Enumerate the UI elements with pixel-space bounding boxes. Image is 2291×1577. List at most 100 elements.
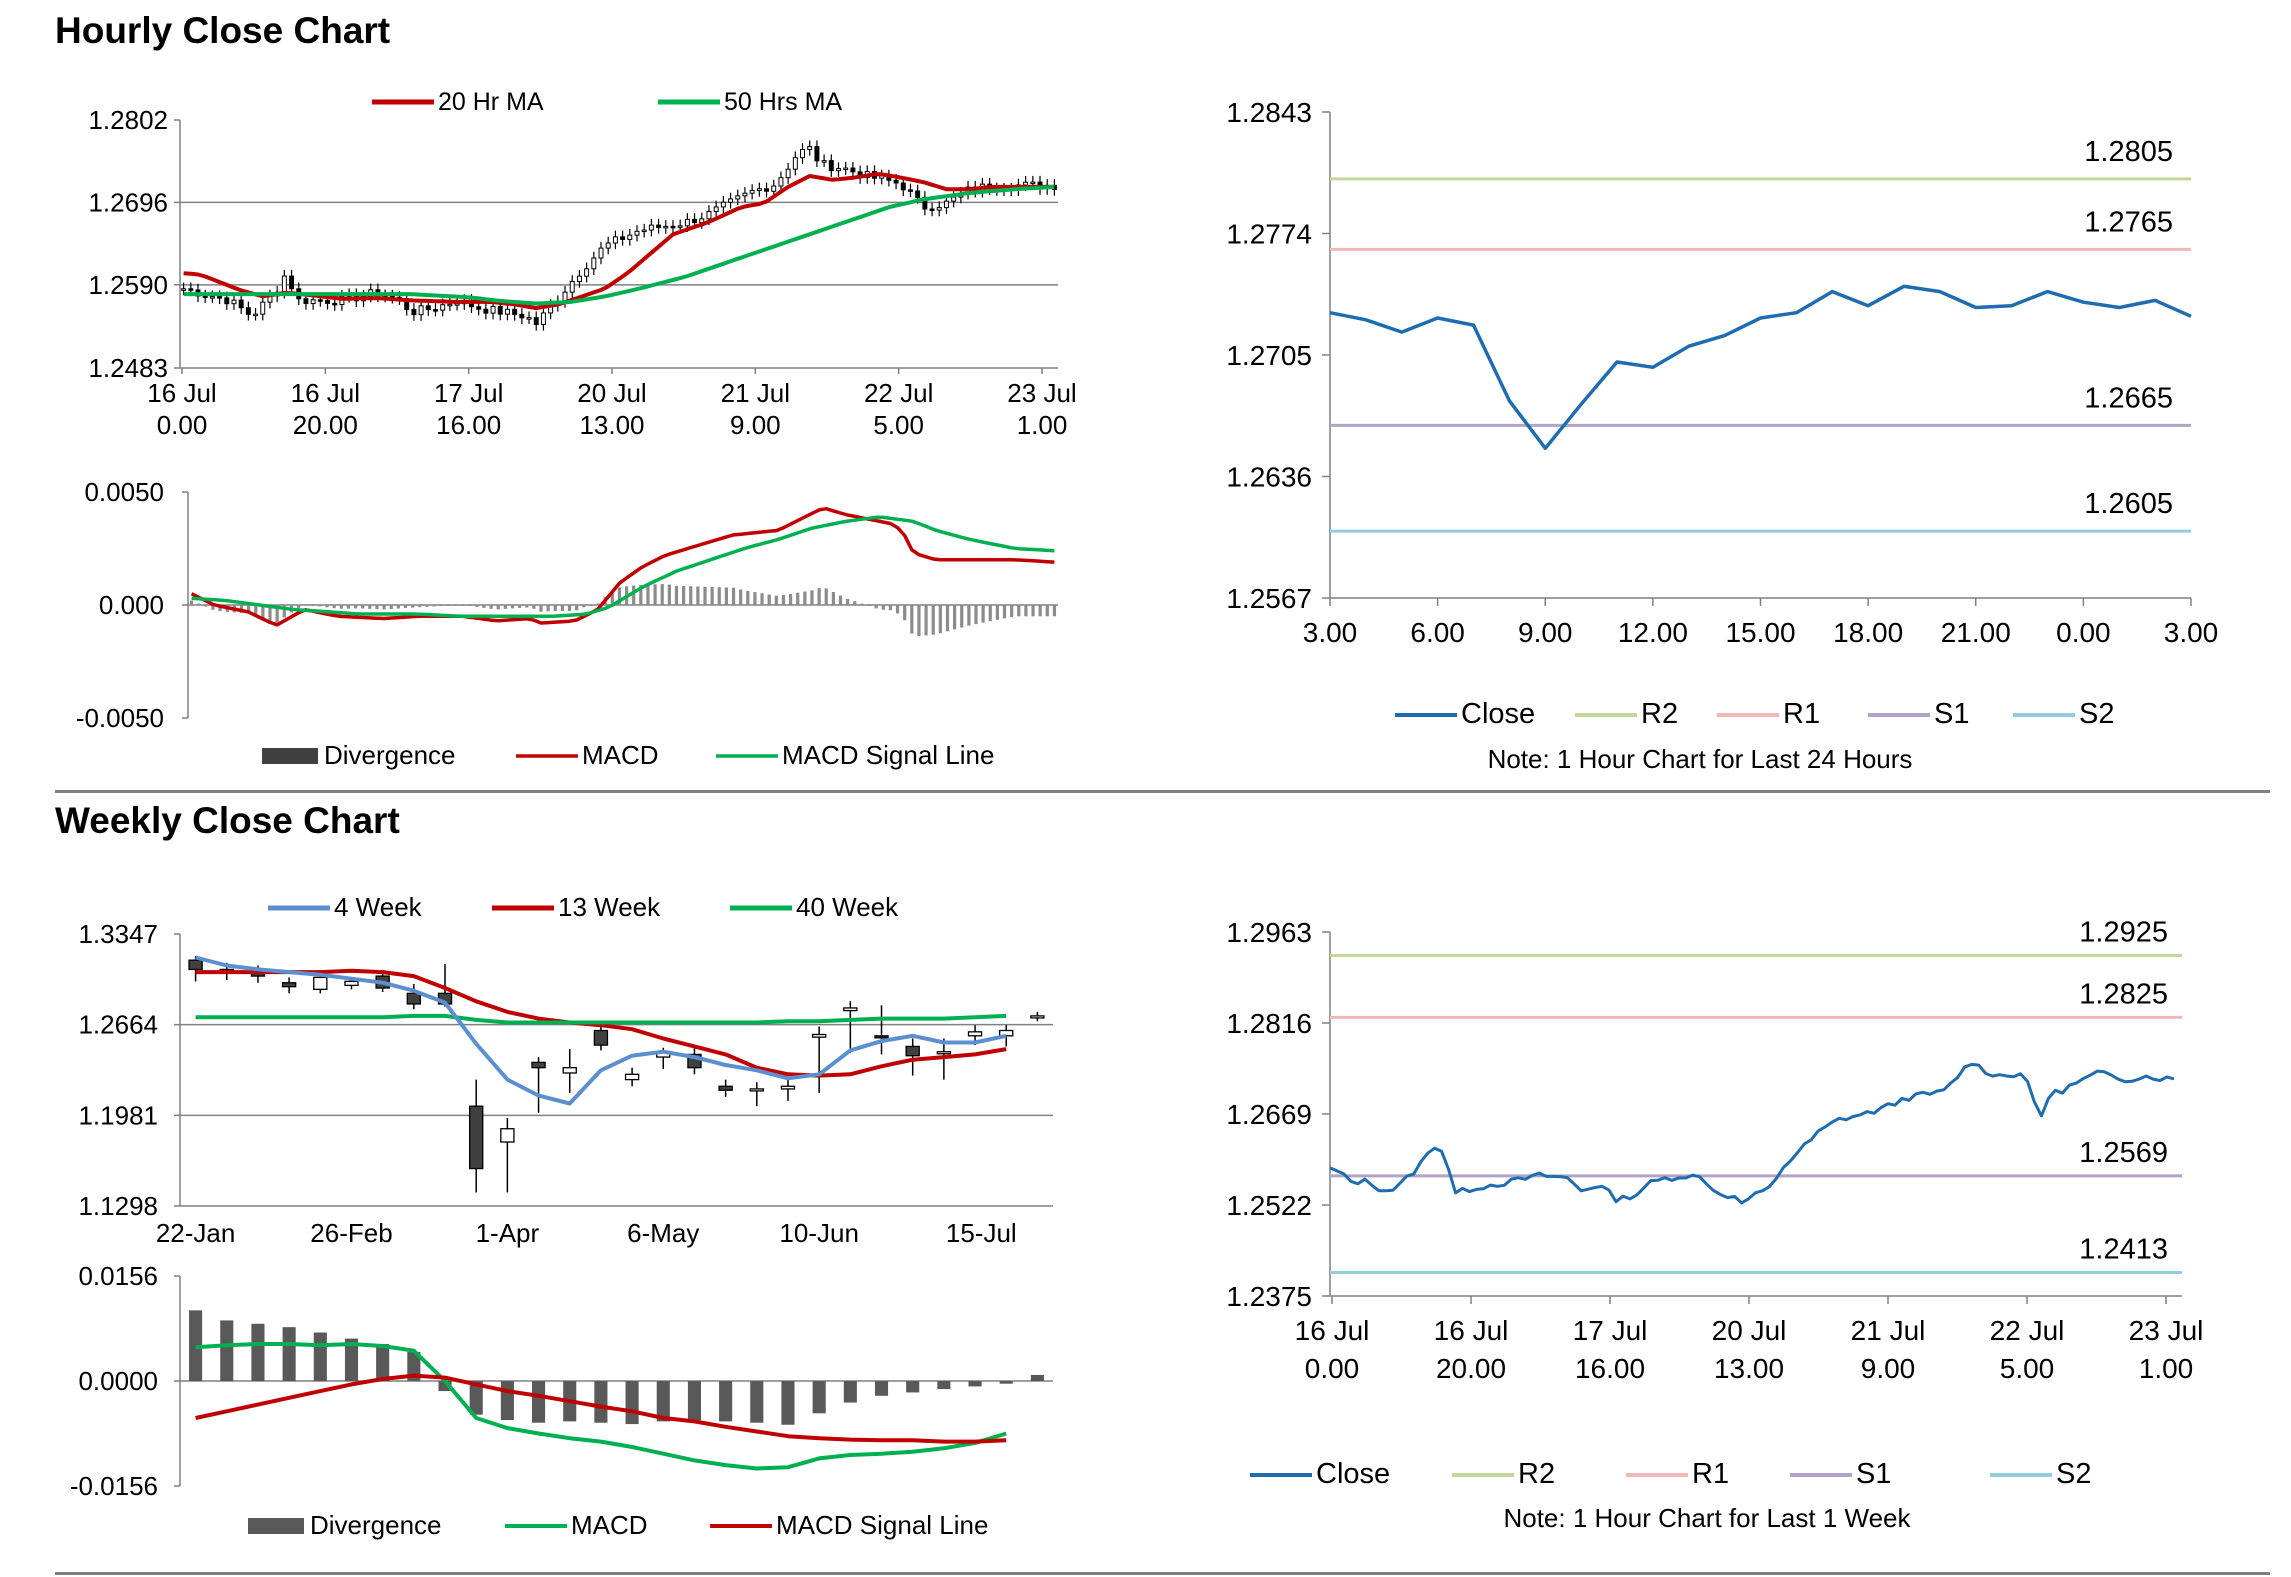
divergence-bar [251, 1323, 265, 1381]
candle-body [677, 225, 683, 228]
signal-line [195, 1373, 1007, 1444]
legend-signal-label: MACD Signal Line [782, 740, 994, 770]
level-r2-label: 1.2925 [2079, 917, 2168, 949]
divergence-bar [1031, 605, 1035, 617]
divergence-bar [788, 593, 793, 605]
y-tick-label: -0.0156 [70, 1471, 158, 1501]
x-tick-label: 21 Jul [1851, 1315, 1926, 1346]
candle-body [540, 312, 546, 325]
candle-body [893, 179, 899, 184]
candle-body [811, 1033, 827, 1038]
divergence-bar [846, 598, 850, 605]
x-tick-label: 1.00 [2139, 1353, 2194, 1384]
legend-signal-label: MACD Signal Line [776, 1510, 988, 1540]
divergence-bar [610, 591, 614, 605]
x-tick-label: 16 Jul [147, 378, 216, 408]
divergence-bar [1017, 605, 1021, 617]
x-tick-label: 16 Jul [1434, 1315, 1509, 1346]
divergence-bar [469, 1381, 483, 1415]
divergence-bar [475, 605, 479, 607]
y-tick-label: 1.2664 [78, 1010, 158, 1040]
candle-body [900, 182, 906, 191]
legend-s1-label: S1 [1856, 1458, 1891, 1490]
candle-body [519, 313, 525, 319]
level-s2-label: 1.2605 [2084, 488, 2173, 520]
level-r1-label: 1.2825 [2079, 978, 2168, 1010]
candle-body [504, 308, 510, 315]
weekly-section-title: Weekly Close Chart [55, 800, 400, 841]
divergence-bar [924, 605, 928, 636]
candle-body [224, 297, 230, 305]
x-tick-label: 20.00 [1436, 1353, 1506, 1384]
candle-body [612, 236, 618, 244]
divergence-bar [517, 605, 522, 608]
divergence-bar [296, 605, 301, 608]
x-tick-label: 21 Jul [721, 378, 790, 408]
y-tick-label: 0.0156 [78, 1261, 158, 1291]
legend-ma20-label: 20 Hr MA [438, 88, 544, 116]
level-r2-label: 1.2805 [2084, 136, 2173, 168]
divergence-bar [453, 605, 458, 606]
legend-r1-label: R1 [1692, 1458, 1729, 1490]
divergence-bar [318, 605, 322, 607]
candle-body [850, 167, 856, 173]
level-r1-label: 1.2765 [2084, 206, 2173, 238]
divergence-bar [843, 1381, 857, 1403]
divergence-bar [376, 1343, 390, 1381]
candle-body [836, 168, 841, 172]
candle-body [598, 247, 604, 259]
x-tick-label: 9.00 [1861, 1353, 1916, 1384]
divergence-bar [746, 590, 750, 605]
divergence-bar [838, 595, 843, 605]
candle-body [310, 299, 316, 305]
candle-body [531, 1061, 546, 1069]
candle-body [526, 317, 532, 320]
legend-r2-label: R2 [1518, 1458, 1555, 1490]
divergence-bar [937, 1381, 951, 1390]
divergence-bar [860, 603, 864, 605]
candle-body [828, 160, 834, 172]
candle-body [281, 982, 297, 988]
candle-body [792, 157, 798, 170]
candle-body [936, 207, 942, 211]
candle-body [447, 303, 453, 307]
ma20-line [183, 172, 1055, 311]
candle-body [468, 1105, 484, 1170]
close-line [1329, 1062, 2175, 1205]
divergence-bar [218, 605, 222, 612]
divergence-bar [403, 605, 408, 609]
divergence-bar [468, 605, 472, 606]
divergence-bar [803, 591, 807, 605]
legend-divergence-label: Divergence [310, 1510, 442, 1540]
divergence-bar [589, 605, 593, 606]
y-tick-label: 1.2696 [88, 187, 168, 217]
chart-note: Note: 1 Hour Chart for Last 24 Hours [1488, 744, 1913, 774]
y-tick-label: 1.1981 [78, 1100, 158, 1130]
divergence-bar [903, 605, 907, 621]
divergence-bar [739, 589, 743, 605]
candle-body [843, 167, 849, 171]
signal-line [191, 515, 1055, 619]
legend-s2-label: S2 [2056, 1458, 2091, 1490]
candle-body [907, 189, 913, 192]
divergence-bar [189, 600, 194, 605]
candle-body [692, 218, 698, 224]
divergence-bar [282, 1327, 296, 1381]
divergence-bar [760, 593, 764, 605]
divergence-bar [411, 605, 415, 608]
candle-body [814, 146, 820, 162]
divergence-bar [346, 605, 351, 609]
candle-body [843, 1007, 858, 1012]
divergence-bar [567, 605, 572, 612]
divergence-bar [632, 585, 636, 605]
candle-body [181, 288, 187, 291]
ma40-line [195, 1013, 1007, 1025]
divergence-bar [874, 605, 878, 609]
candle-body [915, 190, 921, 198]
y-tick-label: 1.2963 [1226, 917, 1312, 948]
divergence-bar [867, 605, 871, 606]
legend-40week-label: 40 Week [796, 892, 899, 922]
divergence-bar [1010, 605, 1014, 617]
